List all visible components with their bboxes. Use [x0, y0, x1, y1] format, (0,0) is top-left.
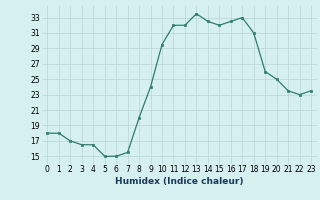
- X-axis label: Humidex (Indice chaleur): Humidex (Indice chaleur): [115, 177, 244, 186]
